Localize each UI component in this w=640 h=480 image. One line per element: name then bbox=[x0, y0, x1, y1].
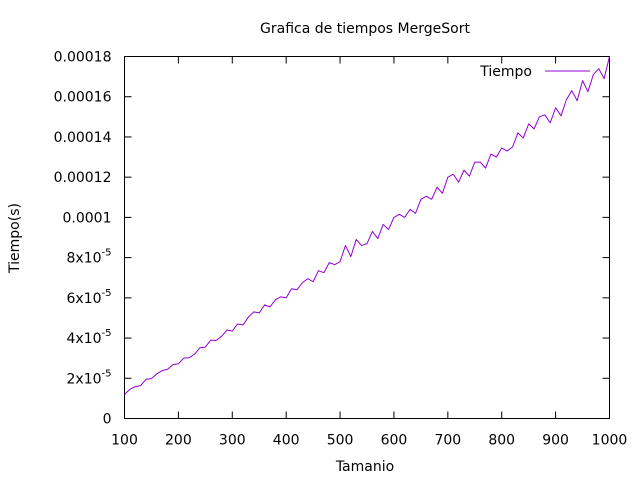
y-tick-label: 0.00014 bbox=[54, 130, 112, 146]
y-tick-label: 0.0001 bbox=[63, 210, 112, 226]
x-tick-label: 100 bbox=[111, 433, 138, 449]
y-tick-label: 0.00012 bbox=[54, 170, 112, 186]
series-layer bbox=[124, 56, 610, 395]
y-tick-label: 0.00018 bbox=[54, 50, 112, 66]
series-line-tiempo bbox=[124, 56, 610, 395]
x-tick-label: 300 bbox=[219, 433, 246, 449]
x-axis-label: Tamanio bbox=[335, 459, 394, 475]
y-tick-label: 6x10-5 bbox=[67, 288, 112, 307]
legend-label-tiempo: Tiempo bbox=[479, 64, 532, 80]
y-axis-label: Tiempo(s) bbox=[7, 203, 23, 274]
y-tick-label: 2x10-5 bbox=[67, 368, 112, 387]
chart-title: Grafica de tiempos MergeSort bbox=[260, 21, 470, 37]
y-tick-label: 0.00016 bbox=[54, 90, 112, 106]
x-tick-label: 500 bbox=[327, 433, 354, 449]
x-tick-label: 200 bbox=[165, 433, 192, 449]
plot-frame bbox=[124, 56, 610, 419]
y-tick-label: 8x10-5 bbox=[67, 248, 112, 267]
y-tick-label: 0 bbox=[103, 412, 112, 428]
legend: Tiempo bbox=[479, 64, 590, 80]
x-axis-ticks: 100 200 300 400 500 600 700 800 900 1000 bbox=[111, 56, 628, 449]
x-tick-label: 400 bbox=[273, 433, 300, 449]
x-tick-label: 600 bbox=[381, 433, 408, 449]
x-tick-label: 1000 bbox=[592, 433, 628, 449]
y-tick-label: 4x10-5 bbox=[67, 328, 112, 347]
x-tick-label: 700 bbox=[434, 433, 461, 449]
x-tick-label: 800 bbox=[488, 433, 515, 449]
x-tick-label: 900 bbox=[542, 433, 569, 449]
y-axis-ticks: 0 2x10-5 4x10-5 6x10-5 8x10-5 0.0001 0.00012 0.… bbox=[54, 50, 610, 428]
